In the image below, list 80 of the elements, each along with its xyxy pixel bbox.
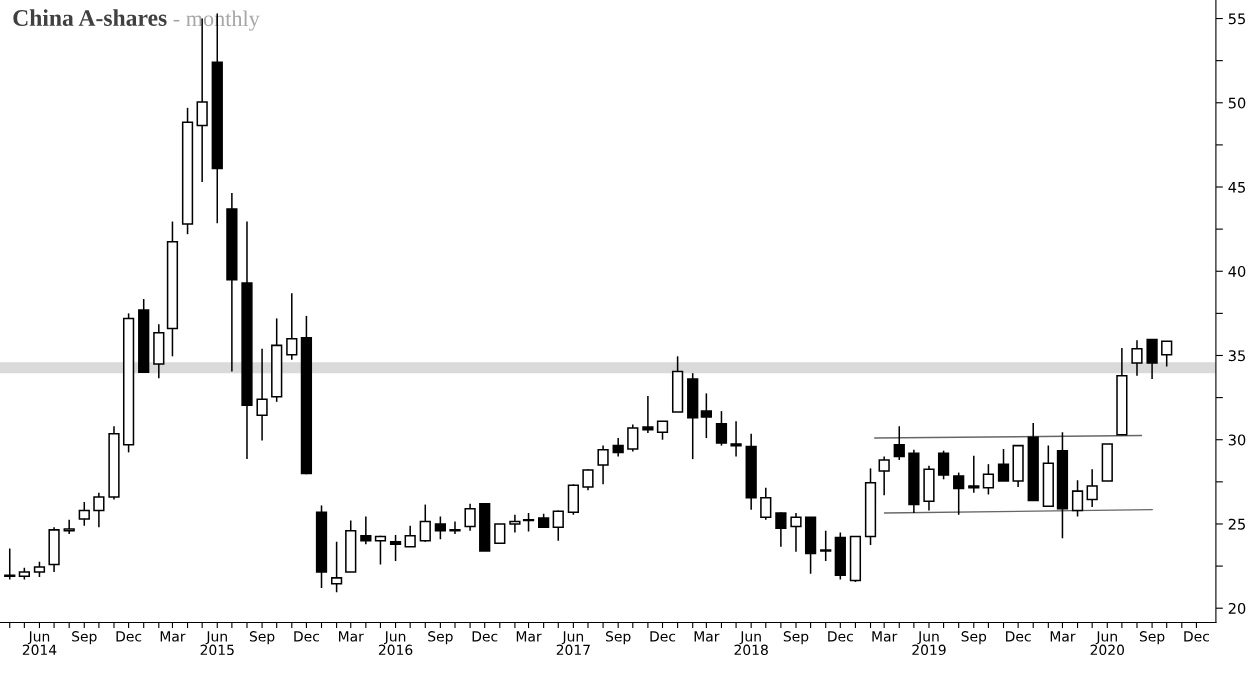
y-tick-label: 50 [1228, 97, 1246, 109]
x-tick-label: Dec [1184, 631, 1209, 642]
y-tick-label: 40 [1228, 265, 1246, 277]
candlestick [4, 547, 16, 581]
x-tick-label: Sep [72, 631, 97, 645]
y-tick-label: 35 [1228, 350, 1245, 362]
candlestick [286, 292, 298, 361]
y-tick-label: 20 [1228, 602, 1246, 614]
candlestick [522, 512, 535, 533]
candlestick [360, 515, 372, 545]
candlestick [1146, 338, 1158, 380]
candlestick [63, 518, 75, 535]
y-tick-label: 45 [1228, 181, 1245, 193]
x-tick-label: Dec [1006, 631, 1031, 642]
x-tick-label: Jun 2019 [912, 631, 946, 656]
x-tick-label: Jun 2020 [1090, 631, 1125, 656]
candlestick [1161, 340, 1173, 368]
x-tick-label: Dec [472, 631, 498, 642]
x-tick-label: Jun 2018 [734, 631, 768, 656]
candlestick [494, 523, 506, 545]
candlestick [937, 449, 950, 481]
candlestick [612, 437, 624, 458]
x-tick-label: Sep [1139, 631, 1165, 645]
x-tick-label: Sep [249, 631, 275, 645]
x-tick-label: Sep [606, 631, 631, 645]
candlestick [256, 347, 268, 442]
x-tick-label: Dec [650, 631, 676, 642]
x-tick-label: Jun 2017 [556, 631, 590, 656]
y-tick-label: 55 [1228, 13, 1245, 25]
candlestick [597, 444, 609, 486]
candlestick [1071, 479, 1084, 518]
candlestick [1131, 339, 1143, 377]
candlestick [449, 520, 461, 535]
candlestick [1086, 468, 1098, 508]
x-tick-label: Mar [339, 631, 364, 642]
x-tick-label: Jun 2016 [378, 631, 413, 656]
candlestick [997, 448, 1010, 482]
candlestick [656, 420, 669, 441]
x-tick-label: Dec [828, 631, 853, 642]
x-tick-label: Mar [1050, 631, 1076, 642]
x-tick-label: Mar [694, 631, 720, 642]
candlestick [509, 513, 521, 534]
candlestick [374, 534, 387, 566]
candlestick [878, 455, 890, 497]
x-tick-label: Mar [872, 631, 898, 642]
candlestick [760, 486, 772, 521]
candlestick [464, 502, 476, 532]
candlestick [642, 395, 654, 434]
x-tick-label: Mar [516, 631, 542, 642]
candlestick [434, 515, 447, 540]
x-tick-label: Dec [294, 631, 319, 642]
candlestick [982, 463, 995, 496]
y-tick-label: 25 [1228, 518, 1245, 530]
candlestick [790, 512, 802, 553]
candlestick [627, 423, 639, 453]
candlestick [389, 534, 402, 562]
chart-title: China A-shares [13, 9, 167, 26]
candlestick [582, 468, 594, 492]
x-tick-label: Dec [116, 631, 142, 642]
y-tick-label: 30 [1228, 434, 1246, 446]
candlestick [700, 392, 712, 439]
candlestick [419, 503, 431, 543]
x-tick-label: Sep [961, 631, 987, 645]
candlestick [893, 425, 905, 461]
candlestick [93, 492, 105, 529]
candlestick [820, 529, 832, 562]
x-tick-label: Jun 2015 [200, 631, 234, 656]
candlestick [730, 420, 742, 458]
candlestick [404, 524, 416, 548]
candlestick [775, 511, 787, 548]
candlestick [78, 501, 90, 527]
candlestick [552, 509, 564, 542]
x-tick-label: Mar [160, 631, 186, 642]
x-tick-label: Sep [428, 631, 453, 645]
candlestick [715, 410, 728, 447]
candlestick [953, 471, 965, 516]
candlestick [330, 540, 343, 593]
x-tick-label: Jun 2014 [22, 631, 57, 656]
candlestick [968, 454, 980, 494]
x-tick-label: Sep [783, 631, 809, 645]
